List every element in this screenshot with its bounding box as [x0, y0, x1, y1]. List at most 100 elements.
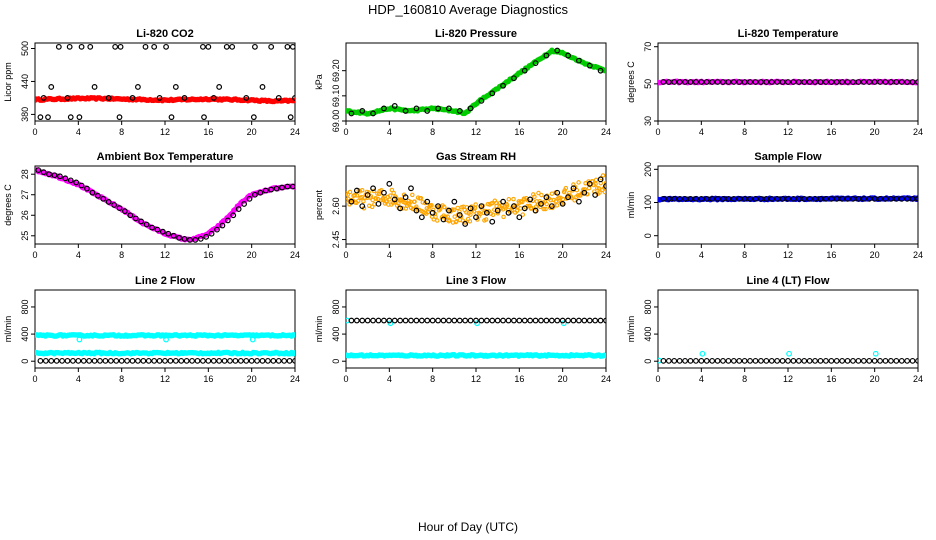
- data-point: [250, 114, 257, 121]
- data-point: [386, 180, 393, 187]
- data-point: [456, 317, 463, 324]
- x-tick-label: 24: [913, 250, 923, 260]
- data-point: [375, 200, 382, 207]
- data-point: [725, 357, 732, 364]
- data-point: [468, 212, 473, 217]
- x-tick-label: 8: [430, 374, 435, 384]
- data-point: [210, 357, 217, 364]
- data-point: [451, 207, 457, 213]
- data-point: [142, 43, 149, 50]
- data-point: [55, 43, 62, 50]
- panel-sampleflow: Sample Flow 0 4 8 12 16 20 24 0 100 200 ml/min: [626, 151, 923, 260]
- data-point: [893, 357, 900, 364]
- data-point: [521, 67, 528, 74]
- panel-title: Sample Flow: [754, 151, 822, 163]
- data-point: [219, 222, 226, 229]
- data-point: [823, 357, 829, 364]
- data-point: [284, 43, 291, 50]
- series-co2-0: [35, 95, 295, 105]
- data-point: [412, 199, 417, 204]
- data-point: [478, 97, 485, 104]
- x-tick-label: 12: [471, 127, 481, 137]
- data-point: [112, 43, 119, 50]
- data-point: [576, 198, 582, 205]
- data-point: [241, 201, 247, 207]
- data-point: [348, 110, 355, 117]
- data-point: [410, 192, 415, 198]
- data-point: [397, 317, 404, 324]
- x-tick-label: 4: [387, 127, 392, 137]
- data-point: [262, 187, 269, 194]
- data-point: [59, 357, 65, 364]
- data-layer: [346, 317, 606, 359]
- y-tick-label: 25: [20, 231, 30, 241]
- data-point: [456, 108, 463, 114]
- data-point: [216, 357, 223, 364]
- data-point: [915, 195, 918, 202]
- data-point: [828, 79, 835, 85]
- series-sampleflow-1: [660, 195, 918, 202]
- data-point: [812, 79, 818, 85]
- y-axis-label: percent: [314, 189, 324, 220]
- data-point: [48, 84, 55, 90]
- data-point: [354, 193, 360, 198]
- data-point: [478, 203, 485, 210]
- y-tick-label: 2.45: [331, 231, 341, 249]
- x-tick-label: 4: [699, 250, 704, 260]
- data-point: [676, 79, 683, 85]
- data-point: [779, 357, 786, 364]
- data-point: [795, 79, 802, 85]
- data-point: [586, 62, 593, 69]
- data-point: [129, 357, 136, 364]
- y-tick-label: 400: [20, 327, 30, 342]
- data-point: [698, 79, 705, 85]
- data-point: [839, 195, 846, 202]
- data-point: [563, 185, 569, 191]
- data-point: [786, 350, 792, 357]
- data-point: [66, 43, 73, 50]
- data-point: [730, 357, 737, 364]
- data-point: [80, 357, 87, 364]
- data-point: [866, 357, 873, 364]
- data-point: [78, 182, 85, 189]
- data-point: [860, 79, 867, 85]
- data-layer: [35, 166, 295, 243]
- data-point: [355, 198, 361, 204]
- x-tick-label: 16: [514, 374, 524, 384]
- panel-co2: Li-820 CO2 0 4 8 12 16 20 24 380 440 500 Licor ppm: [3, 28, 300, 137]
- data-point: [500, 82, 506, 89]
- data-point: [292, 350, 295, 356]
- data-point: [214, 226, 220, 233]
- data-point: [676, 357, 683, 364]
- data-point: [257, 189, 264, 196]
- data-point: [730, 195, 737, 202]
- data-point: [544, 201, 549, 207]
- data-point: [898, 79, 905, 85]
- data-point: [268, 43, 275, 50]
- data-point: [882, 79, 889, 85]
- data-point: [203, 233, 210, 240]
- data-point: [57, 173, 63, 180]
- data-point: [429, 317, 436, 324]
- series-pressure-1: [348, 47, 604, 117]
- series-rh-0: [346, 173, 606, 225]
- x-tick-label: 16: [203, 127, 213, 137]
- data-point: [763, 357, 770, 364]
- data-point: [575, 193, 581, 198]
- x-tick-label: 8: [119, 374, 124, 384]
- data-point: [246, 195, 253, 202]
- panel-title: Line 3 Flow: [446, 275, 506, 287]
- data-point: [391, 196, 398, 203]
- data-point: [391, 103, 398, 109]
- data-point: [714, 195, 721, 202]
- data-point: [100, 195, 107, 202]
- x-tick-label: 0: [655, 127, 660, 137]
- y-tick-label: 800: [331, 299, 341, 314]
- data-point: [823, 195, 829, 202]
- data-point: [48, 357, 55, 364]
- y-axis-label: ml/min: [626, 192, 636, 219]
- x-tick-label: 20: [247, 374, 257, 384]
- data-point: [172, 84, 179, 90]
- y-tick-label: 69.20: [331, 59, 341, 82]
